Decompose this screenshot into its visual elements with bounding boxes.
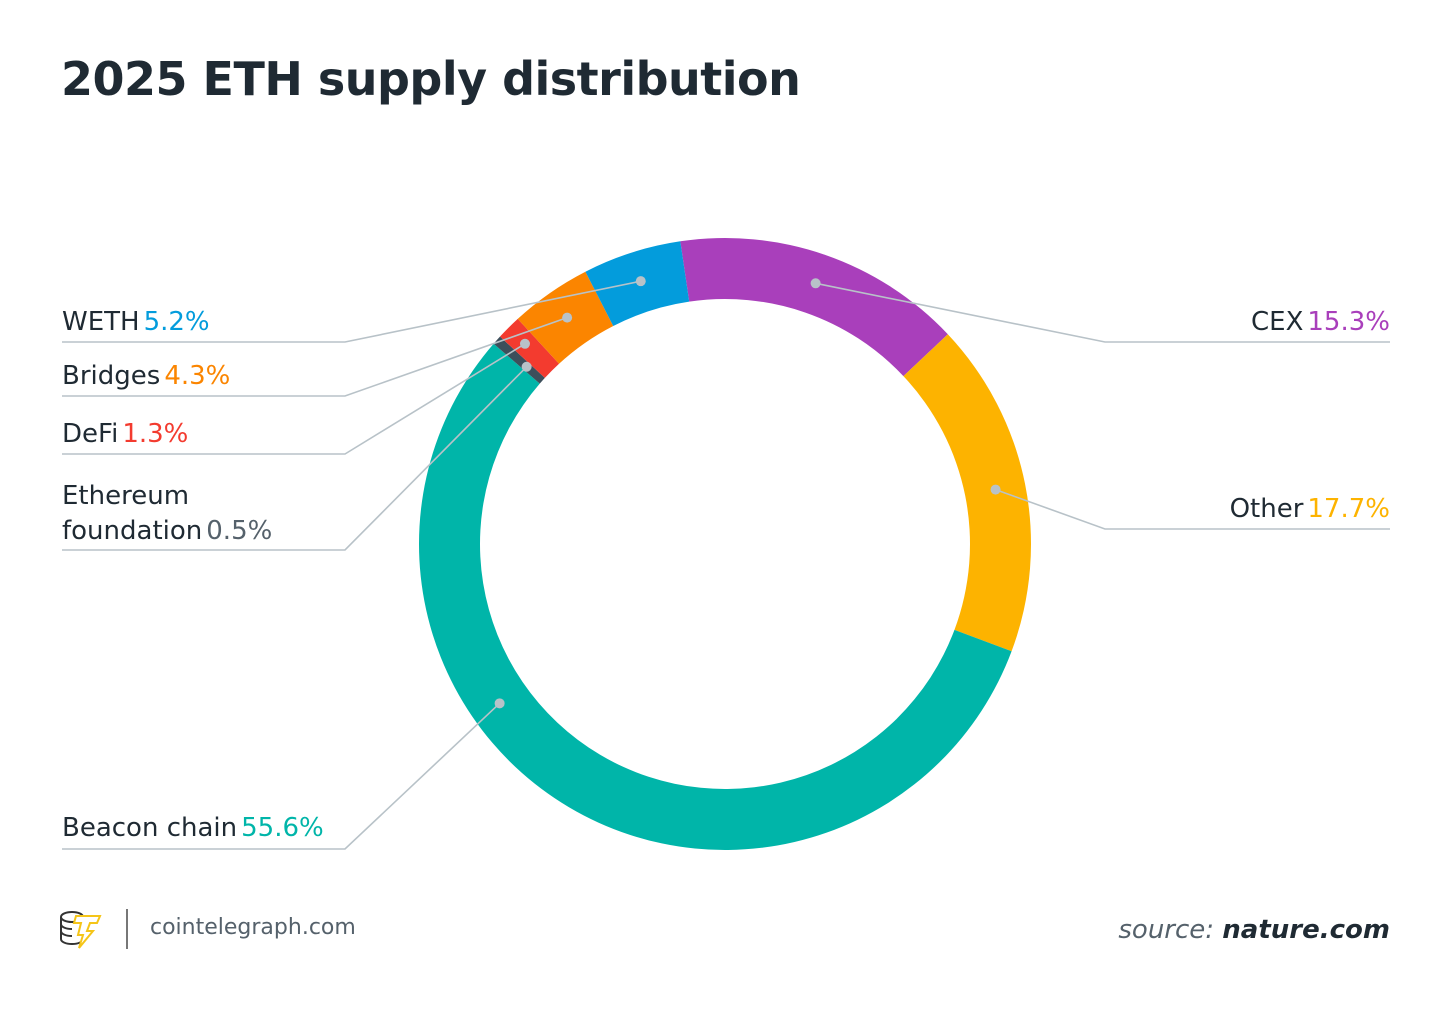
label-text: Bridges [62,361,161,391]
slice-other [903,334,1031,652]
label-value: 1.3% [122,419,189,449]
chart-title: 2025 ETH supply distribution [61,52,801,106]
label-cex: CEX 15.3% [1251,309,1390,335]
label-defi: DeFi 1.3% [62,421,188,447]
label-text: foundation [62,516,203,546]
label-value: 5.2% [143,307,210,337]
source-credit: source: nature.com [1118,915,1390,945]
label-value: 55.6% [241,813,324,843]
leader-dot-other [990,484,1001,495]
leader-line-beacon-chain [62,702,501,850]
leader-line-weth [62,280,641,343]
label-other: Other 17.7% [1230,496,1390,522]
leader-line-cex [815,282,1390,343]
leader-dot-cex [810,278,821,289]
label-beacon-chain: Beacon chain 55.6% [62,815,324,841]
source-prefix: source: [1118,915,1215,945]
slice-ethereum-foundation [493,336,545,384]
leader-dot-beacon-chain [494,698,505,709]
label-value: 0.5% [206,516,273,546]
leader-dot-defi [519,338,530,349]
label-text: WETH [62,307,140,337]
leader-dot-bridges [562,312,573,323]
footer-site: cointelegraph.com [150,915,356,940]
label-value: 17.7% [1307,494,1390,524]
leader-line-bridges [62,316,568,397]
leader-line-other [995,488,1390,530]
label-text: Other [1229,494,1304,524]
slice-defi [500,318,560,378]
label-text: Beacon chain [62,813,238,843]
leader-line-defi [62,343,526,455]
footer-divider [126,909,128,949]
label-text: CEX [1250,307,1304,337]
leader-dot-weth [635,276,646,287]
source-name: nature.com [1222,915,1390,945]
leader-dot-ethereum-foundation [521,361,532,372]
slice-cex [680,238,948,377]
cointelegraph-logo-icon [60,911,102,949]
label-weth: WETH 5.2% [62,309,210,335]
label-bridges: Bridges 4.3% [62,363,230,389]
label-text: DeFi [62,419,119,449]
label-value: 15.3% [1307,307,1390,337]
leader-line-ethereum-foundation [62,366,528,551]
label-ethereum-foundation: Ethereum foundation 0.5% [62,479,272,549]
slice-beacon-chain [419,343,1012,850]
label-value: 4.3% [164,361,231,391]
label-text: Ethereum [62,481,190,511]
